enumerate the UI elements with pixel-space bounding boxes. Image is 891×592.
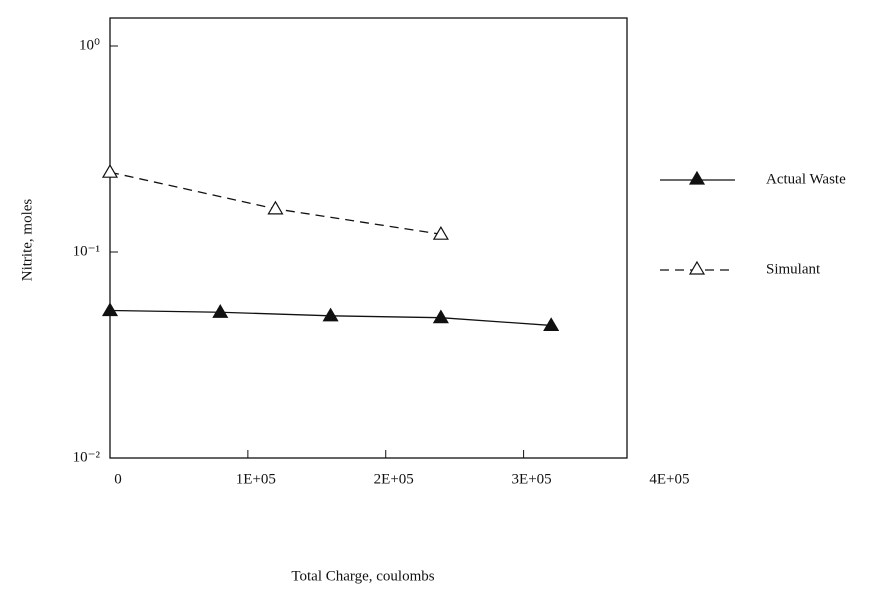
x-tick-label: 3E+05 bbox=[512, 471, 552, 487]
legend-marker bbox=[688, 170, 706, 185]
marker bbox=[432, 309, 449, 324]
legend-label: Actual Waste bbox=[766, 171, 846, 187]
y-axis-label: Nitrite, moles bbox=[19, 199, 35, 282]
x-tick-label: 4E+05 bbox=[649, 471, 689, 487]
marker bbox=[322, 307, 339, 322]
marker bbox=[212, 304, 229, 318]
marker bbox=[101, 164, 119, 178]
x-tick-label: 2E+05 bbox=[374, 471, 414, 487]
legend-label: Simulant bbox=[766, 261, 821, 277]
y-tick-label: 10⁻² bbox=[73, 449, 101, 465]
legend-marker bbox=[688, 260, 706, 275]
x-axis-label: Total Charge, coulombs bbox=[291, 568, 434, 584]
y-tick-label: 10⁻¹ bbox=[73, 243, 100, 259]
marker bbox=[101, 302, 119, 317]
x-tick-label: 0 bbox=[114, 471, 122, 487]
y-tick-label: 10⁰ bbox=[79, 37, 100, 53]
plot-frame bbox=[109, 17, 628, 459]
x-tick-label: 1E+05 bbox=[236, 471, 276, 487]
marker bbox=[267, 200, 284, 215]
marker bbox=[543, 317, 560, 332]
marker bbox=[432, 226, 449, 240]
